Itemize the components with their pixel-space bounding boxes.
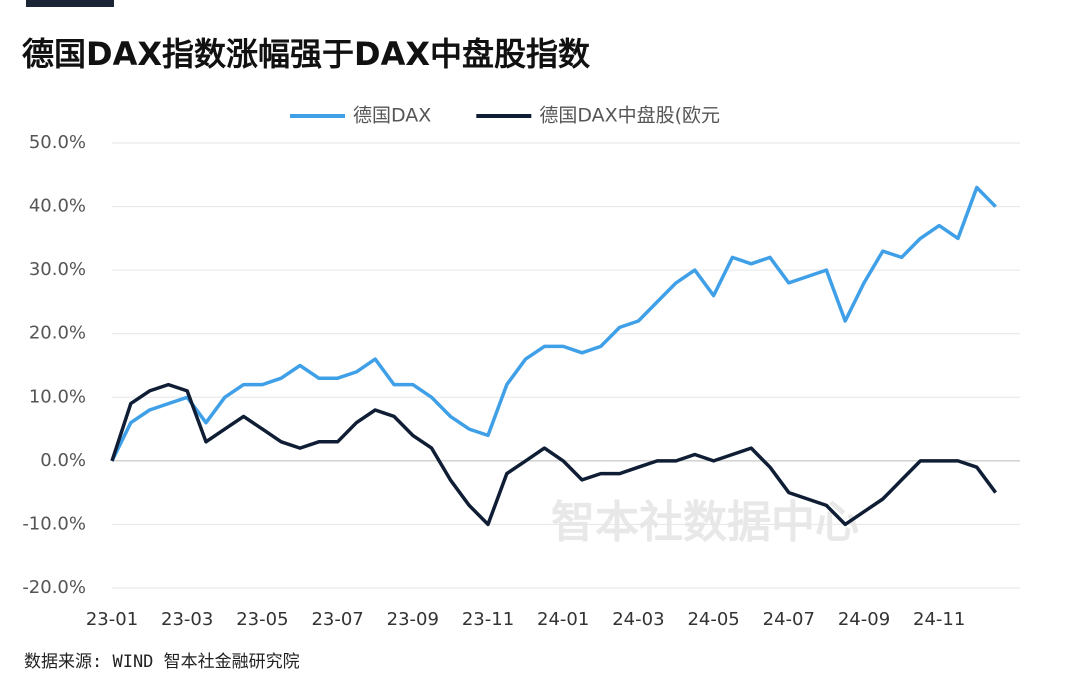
- x-tick-label: 24-05: [687, 609, 739, 630]
- data-line: [110, 185, 997, 462]
- x-tick-label: 24-11: [913, 609, 965, 630]
- x-tick-label: 23-01: [86, 609, 138, 630]
- watermark: 智本社数据中心: [551, 497, 859, 548]
- y-tick-label: 30.0%: [29, 259, 86, 280]
- y-tick-label: 20.0%: [29, 323, 86, 344]
- y-tick-label: -20.0%: [22, 577, 86, 598]
- source-note: 数据来源: WIND 智本社金融研究院: [24, 652, 300, 672]
- x-tick-label: 24-07: [763, 609, 815, 630]
- data-line: [110, 382, 998, 527]
- x-tick-label: 23-09: [387, 609, 439, 630]
- x-tick-label: 23-11: [462, 609, 514, 630]
- y-tick-label: -10.0%: [22, 513, 86, 534]
- y-tick-label: 0.0%: [40, 450, 86, 471]
- title-bar: [26, 0, 114, 7]
- x-tick-label: 24-09: [838, 609, 890, 630]
- y-tick-label: 40.0%: [29, 196, 86, 217]
- x-tick-label: 24-01: [537, 609, 589, 630]
- y-tick-label: 50.0%: [29, 132, 86, 153]
- x-tick-label: 23-05: [236, 609, 288, 630]
- legend-label: 德国DAX: [353, 105, 431, 127]
- y-tick-label: 10.0%: [29, 386, 86, 407]
- legend-label: 德国DAX中盘股(欧元: [539, 105, 720, 127]
- x-tick-label: 23-03: [161, 609, 213, 630]
- x-tick-label: 24-03: [612, 609, 664, 630]
- chart-title: 德国DAX指数涨幅强于DAX中盘股指数: [22, 35, 591, 73]
- x-tick-label: 23-07: [311, 609, 363, 630]
